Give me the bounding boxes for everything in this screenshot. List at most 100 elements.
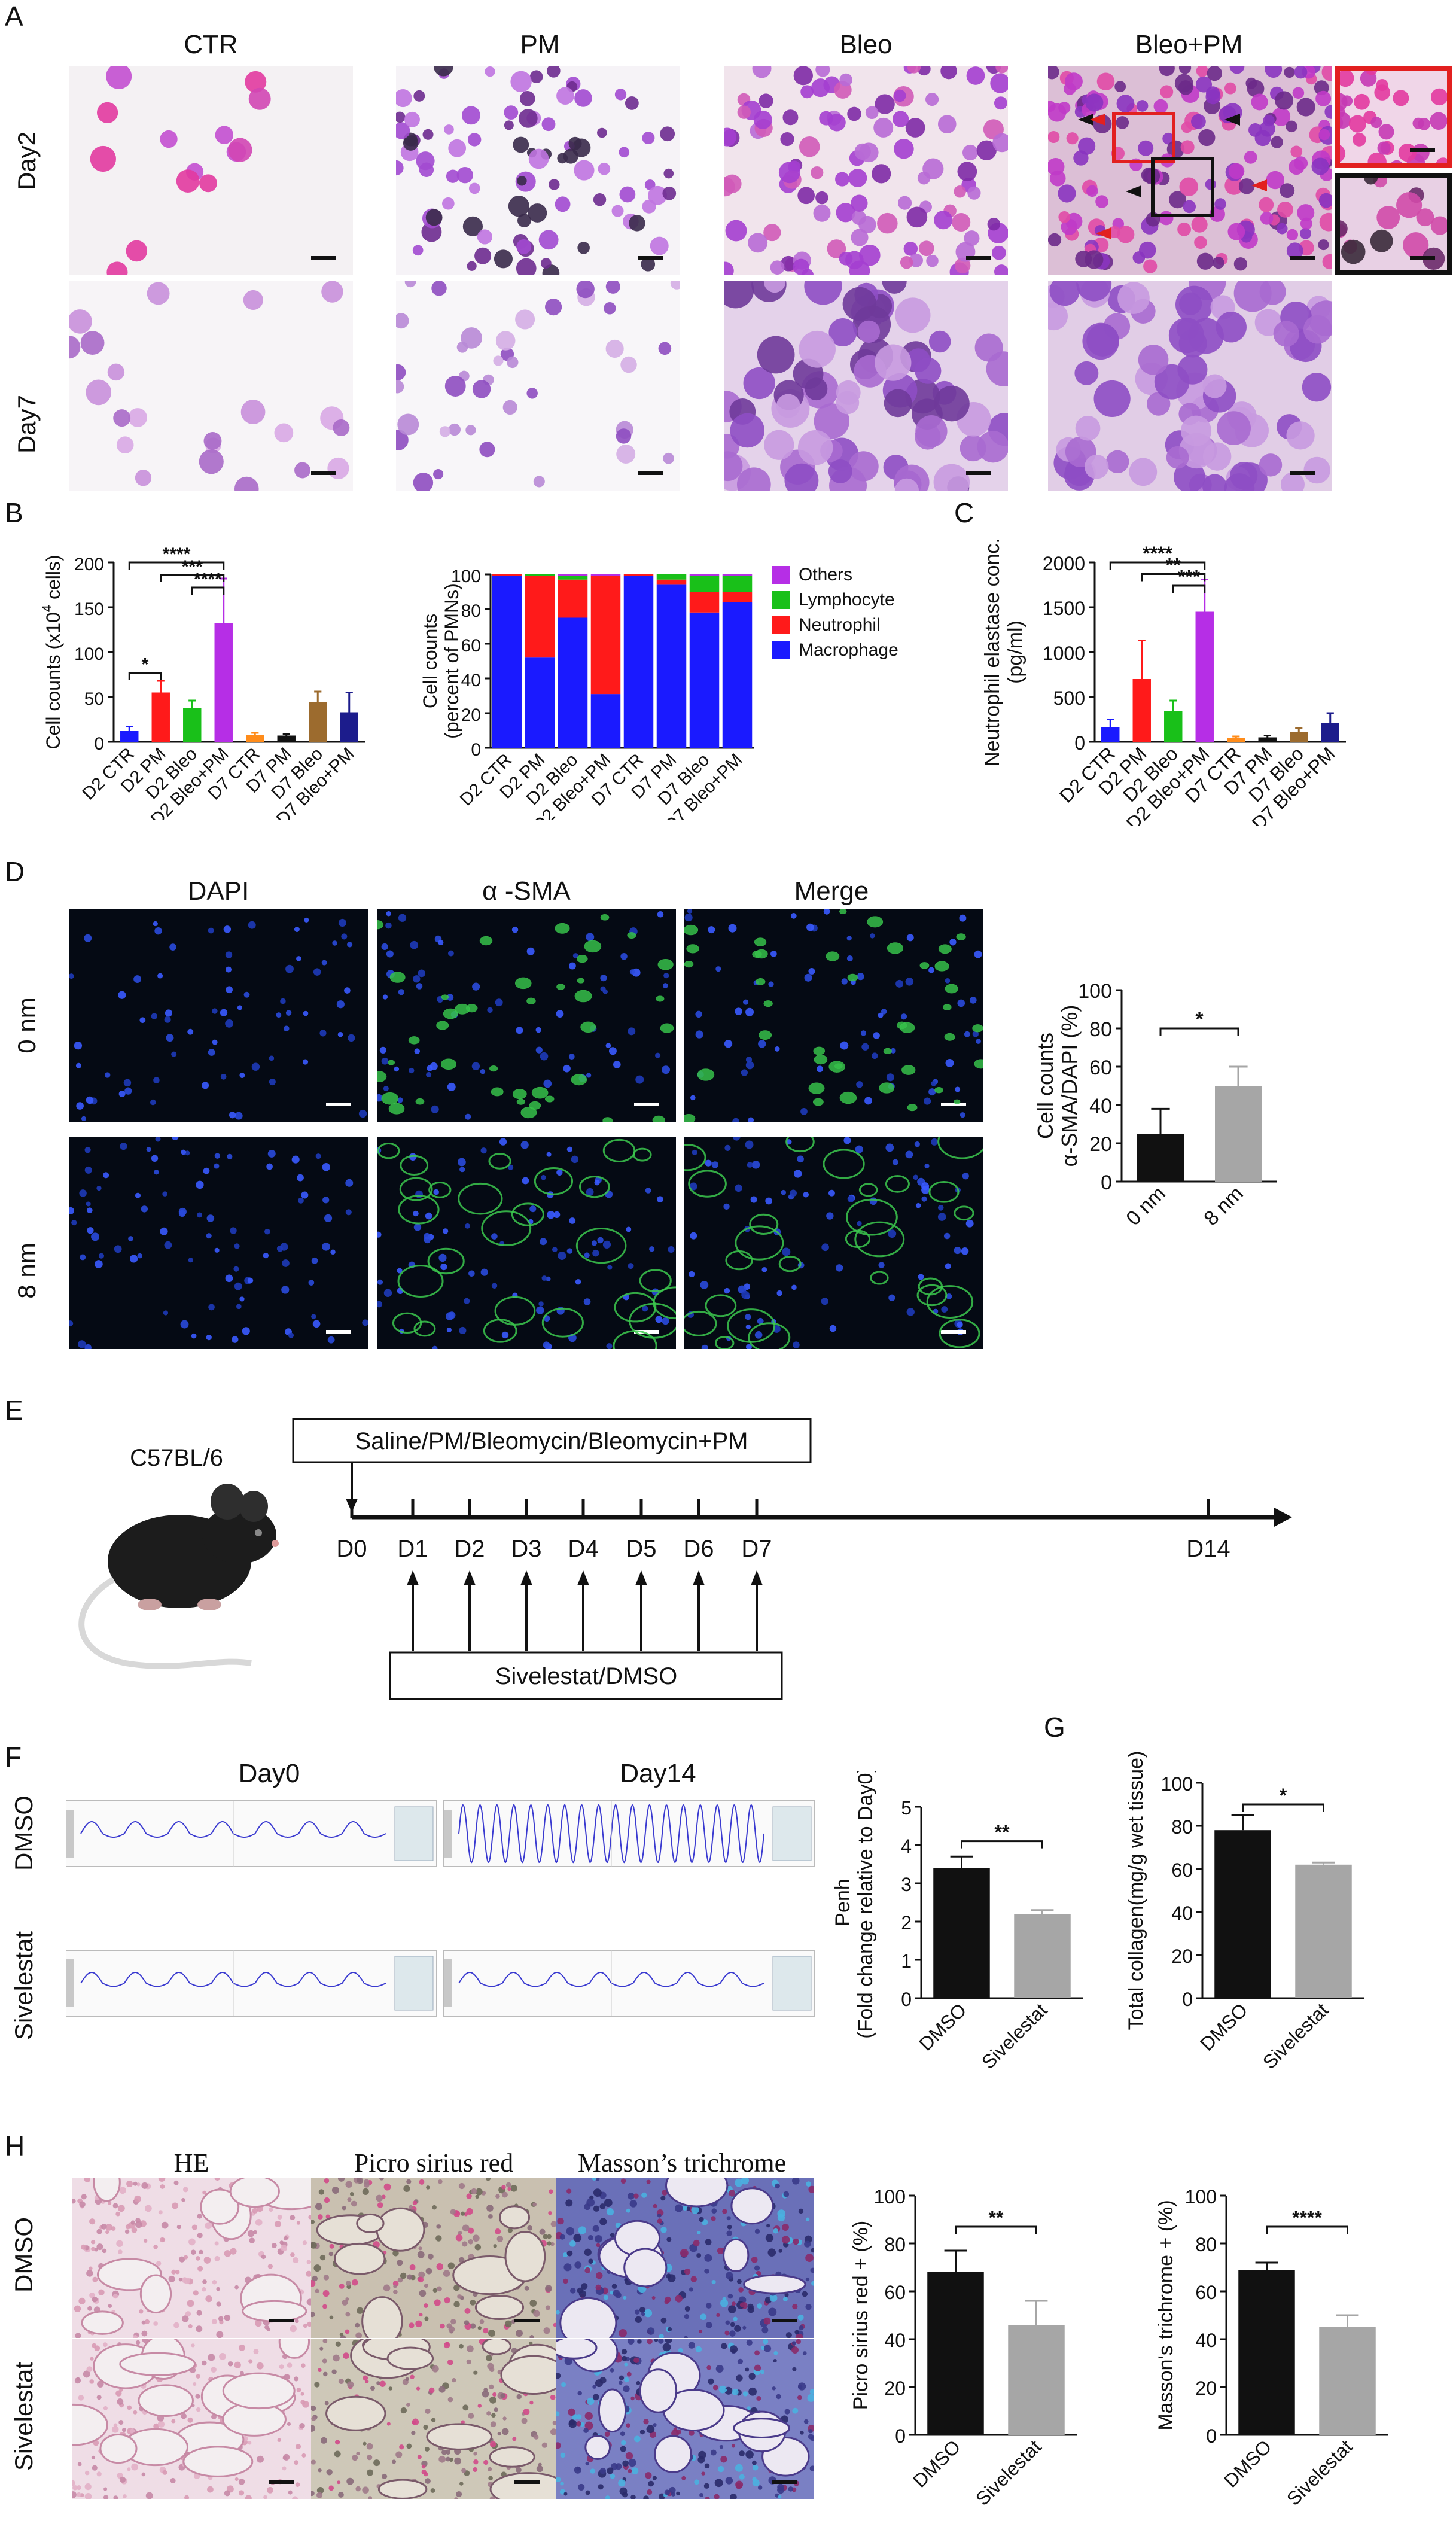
bar bbox=[1321, 723, 1339, 742]
y-tick-label: 40 bbox=[884, 2330, 906, 2351]
panel-label-h: H bbox=[5, 2130, 25, 2161]
y-tick-label: 4 bbox=[901, 1835, 912, 1857]
trace-sivelestat-day0 bbox=[66, 1950, 437, 2017]
y-axis-label-2: (pg/ml) bbox=[1004, 620, 1026, 684]
y-tick-label: 1000 bbox=[1043, 643, 1085, 664]
bar bbox=[309, 702, 327, 742]
y-axis-label-2: (Fold change relative to Day0) bbox=[854, 1771, 877, 2039]
bar bbox=[1137, 1134, 1184, 1182]
bar bbox=[1195, 611, 1214, 742]
y-tick-label: 0 bbox=[1182, 1989, 1193, 2010]
x-tick-label: DMSO bbox=[909, 2435, 964, 2491]
bar-segment bbox=[525, 574, 555, 576]
bar-segment bbox=[656, 574, 687, 580]
panel-label-e: E bbox=[5, 1395, 23, 1426]
bar bbox=[1215, 1086, 1262, 1182]
y-tick-label: 80 bbox=[1089, 1018, 1112, 1041]
significance-label: * bbox=[1195, 1008, 1204, 1031]
y-tick-label: 1500 bbox=[1043, 598, 1085, 619]
bar bbox=[277, 735, 296, 742]
x-tick-label: Sivelestat bbox=[1283, 2435, 1357, 2510]
panel-d-col-asma: α -SMA bbox=[482, 876, 571, 906]
legend-label: Macrophage bbox=[799, 640, 898, 660]
bar bbox=[1290, 732, 1308, 742]
significance-bracket bbox=[1141, 573, 1206, 582]
y-tick-label: 20 bbox=[884, 2377, 906, 2399]
chart-h-masson: 0 20 40 60 80 100 DMSO Sivelestat Masson's trich… bbox=[1155, 2186, 1388, 2510]
y-tick-label: 20 bbox=[1171, 1946, 1193, 1967]
panel-a-col-bleo: Bleo bbox=[839, 30, 893, 59]
y-tick-label: 500 bbox=[1053, 687, 1085, 709]
significance-label: **** bbox=[1292, 2207, 1322, 2228]
bar-segment bbox=[656, 584, 687, 748]
significance-label: **** bbox=[1143, 543, 1172, 564]
bar bbox=[340, 712, 358, 742]
bar bbox=[1295, 1864, 1352, 1998]
bar bbox=[1101, 727, 1120, 742]
panel-a-col-ctr: CTR bbox=[184, 30, 238, 59]
x-tick-label: Sivelestat bbox=[977, 1999, 1052, 2073]
panel-f-col-day14: Day14 bbox=[620, 1759, 696, 1788]
y-tick-label: 100 bbox=[1078, 980, 1112, 1003]
panel-f-plethysmography-traces bbox=[66, 1800, 815, 2017]
y-tick-label: 1 bbox=[901, 1950, 912, 1972]
bar-segment bbox=[558, 617, 588, 748]
bar bbox=[1258, 737, 1277, 742]
bleopm-zoom-markers bbox=[1078, 112, 1267, 239]
bar-segment bbox=[558, 579, 588, 618]
panel-label-f: F bbox=[5, 1742, 22, 1773]
panel-a-col-pm: PM bbox=[520, 30, 560, 59]
y-tick-label: 100 bbox=[451, 567, 481, 586]
bar-segment bbox=[689, 592, 720, 613]
y-tick-label: 40 bbox=[1089, 1095, 1112, 1118]
treatment-box bbox=[292, 1418, 812, 1463]
panel-h-col-picro: Picro sirius red bbox=[354, 2148, 514, 2178]
y-tick-label: 40 bbox=[1171, 1902, 1193, 1924]
y-tick-label: 100 bbox=[1161, 1773, 1193, 1795]
panel-d-row-8nm: 8 nm bbox=[13, 1243, 41, 1299]
trace-dmso-day0 bbox=[66, 1800, 437, 1867]
x-tick-label: DMSO bbox=[1196, 1999, 1251, 2054]
significance-bracket bbox=[128, 561, 225, 570]
day-label: D0 bbox=[336, 1536, 367, 1562]
histo-masson-sivelestat bbox=[556, 2339, 814, 2499]
bar-segment bbox=[722, 576, 753, 592]
y-tick-label: 50 bbox=[84, 689, 104, 709]
histo-picro-sivelestat bbox=[311, 2339, 556, 2499]
bar bbox=[933, 1868, 990, 1998]
bar bbox=[1238, 2270, 1295, 2435]
significance-label: ** bbox=[1166, 555, 1181, 576]
chart-h-picro: 0 20 40 60 80 100 DMSO Sivelestat Picro sirius r… bbox=[849, 2186, 1077, 2510]
fluor-merge-0nm bbox=[684, 909, 983, 1122]
y-tick-label: 2 bbox=[901, 1912, 912, 1934]
micrograph-pm-day7 bbox=[396, 281, 680, 491]
micrograph-pm-day2 bbox=[396, 66, 680, 275]
trace-sivelestat-day14 bbox=[443, 1950, 815, 2017]
y-axis-label-2: (percent of PMNs) bbox=[441, 583, 462, 739]
y-tick-label: 80 bbox=[461, 601, 481, 621]
chart-d-asma: 0 20 40 60 80 100 0 nm 8 nm Cell counts α-SMA/DAP… bbox=[1033, 980, 1277, 1230]
y-tick-label: 100 bbox=[1185, 2186, 1217, 2208]
legend-label: Lymphocyte bbox=[799, 590, 895, 610]
drug-box-label: Sivelestat/DMSO bbox=[495, 1663, 678, 1689]
panel-a-row-day7: Day7 bbox=[13, 394, 41, 454]
significance-bracket bbox=[955, 2225, 1037, 2234]
bar-segment bbox=[722, 574, 753, 576]
fluor-dapi-8nm bbox=[69, 1137, 368, 1349]
significance-bracket bbox=[1109, 561, 1206, 570]
significance-bracket bbox=[1159, 1027, 1239, 1036]
significance-label: *** bbox=[1178, 566, 1201, 587]
y-tick-label: 0 bbox=[1206, 2425, 1217, 2447]
panel-d-row-0nm: 0 nm bbox=[13, 997, 41, 1054]
day-label: D14 bbox=[1186, 1536, 1230, 1562]
bar-segment bbox=[656, 579, 687, 585]
micrograph-ctr-day2 bbox=[69, 66, 353, 275]
y-axis-label: Neutrophil elastase conc. bbox=[981, 538, 1004, 766]
significance-label: ** bbox=[989, 2207, 1004, 2228]
y-tick-label: 80 bbox=[884, 2234, 906, 2255]
y-tick-label: 150 bbox=[74, 599, 104, 619]
panel-d-col-dapi: DAPI bbox=[187, 876, 249, 906]
drug-box bbox=[389, 1651, 783, 1700]
